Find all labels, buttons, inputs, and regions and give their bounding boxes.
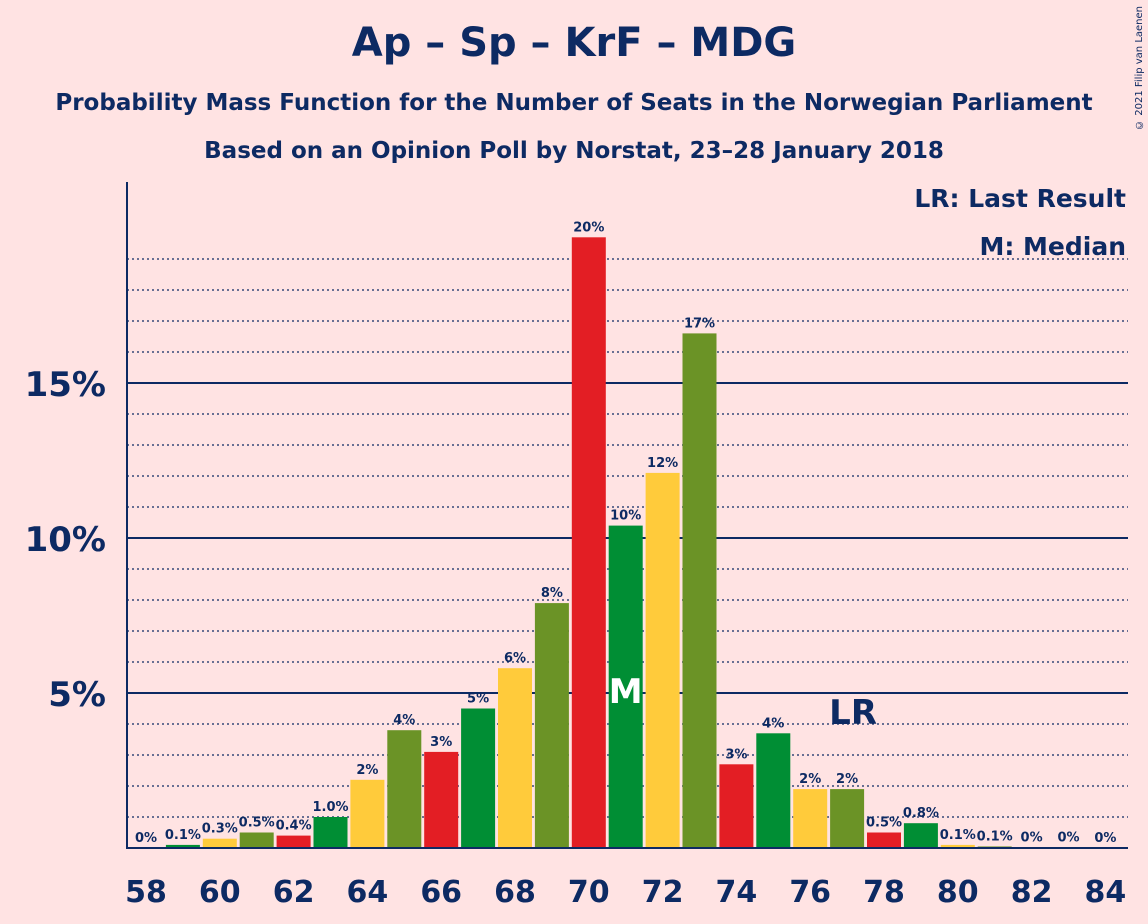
y-tick-label: 15% xyxy=(25,365,106,405)
bar-label-seat-63: 1.0% xyxy=(312,800,348,815)
bar-label-seat-75: 4% xyxy=(762,716,784,731)
bar-label-seat-82: 0% xyxy=(1021,830,1043,845)
bar-seat-71 xyxy=(608,525,643,848)
bar-seat-79 xyxy=(903,823,938,848)
bar-seat-75 xyxy=(756,733,791,848)
bar-seat-70 xyxy=(571,237,606,849)
chart-subtitle: Probability Mass Function for the Number… xyxy=(55,90,1093,116)
bar-seat-63 xyxy=(313,817,348,848)
bar-seat-66 xyxy=(424,751,459,848)
chart-title: Ap – Sp – KrF – MDG xyxy=(351,20,797,66)
bar-seat-59 xyxy=(165,844,200,848)
x-tick-label: 82 xyxy=(1011,875,1053,910)
y-tick-label: 5% xyxy=(48,675,106,715)
bar-label-seat-58: 0% xyxy=(135,831,157,846)
bar-seat-77 xyxy=(830,789,865,848)
last-result-marker: LR xyxy=(829,693,877,733)
bar-label-seat-84: 0% xyxy=(1094,831,1116,846)
y-tick-label: 10% xyxy=(25,520,106,560)
bar-label-seat-78: 0.5% xyxy=(866,816,902,831)
bar-seat-73 xyxy=(682,333,717,848)
bar-label-seat-73: 17% xyxy=(684,316,715,331)
bar-label-seat-62: 0.4% xyxy=(276,819,312,834)
bar-label-seat-67: 5% xyxy=(467,692,489,707)
bar-label-seat-68: 6% xyxy=(504,651,526,666)
bar-label-seat-80: 0.1% xyxy=(940,828,976,843)
x-tick-label: 68 xyxy=(494,875,536,910)
bar-seat-60 xyxy=(202,838,237,848)
x-tick-label: 58 xyxy=(125,875,167,910)
bar-seat-76 xyxy=(793,789,828,848)
x-tick-label: 80 xyxy=(937,875,979,910)
bar-label-seat-74: 3% xyxy=(725,747,747,762)
bar-seat-61 xyxy=(239,832,274,848)
median-marker: M xyxy=(609,672,643,712)
bar-label-seat-66: 3% xyxy=(430,735,452,750)
x-tick-label: 60 xyxy=(199,875,241,910)
bar-label-seat-61: 0.5% xyxy=(239,816,275,831)
bar-label-seat-69: 8% xyxy=(541,586,563,601)
bar-label-seat-65: 4% xyxy=(393,713,415,728)
bar-label-seat-79: 0.8% xyxy=(903,806,939,821)
bar-label-seat-70: 20% xyxy=(573,220,604,235)
bar-seat-80 xyxy=(940,844,975,848)
bar-seat-74 xyxy=(719,764,754,848)
bar-seat-65 xyxy=(387,730,422,848)
x-tick-label: 62 xyxy=(273,875,315,910)
x-tick-label: 78 xyxy=(863,875,905,910)
bar-seat-62 xyxy=(276,835,311,848)
x-tick-label: 70 xyxy=(568,875,610,910)
legend-median: M: Median xyxy=(979,232,1126,261)
bar-seat-69 xyxy=(534,603,569,848)
bar-label-seat-71: 10% xyxy=(610,509,641,524)
bar-seat-78 xyxy=(867,832,901,848)
x-tick-label: 74 xyxy=(716,875,758,910)
bar-seat-72 xyxy=(645,472,680,848)
bar-label-seat-83: 0% xyxy=(1057,831,1079,846)
bar-label-seat-72: 12% xyxy=(647,456,678,471)
x-tick-label: 76 xyxy=(789,875,831,910)
bar-label-seat-59: 0.1% xyxy=(165,828,201,843)
bar-seat-67 xyxy=(461,708,496,848)
bar-label-seat-77: 2% xyxy=(836,772,858,787)
bar-seat-64 xyxy=(350,779,385,848)
bar-seat-68 xyxy=(498,668,532,848)
x-tick-label: 72 xyxy=(642,875,684,910)
bar-label-seat-64: 2% xyxy=(356,763,378,778)
x-tick-label: 66 xyxy=(420,875,462,910)
bar-label-seat-81: 0.1% xyxy=(977,829,1013,844)
x-tick-label: 64 xyxy=(347,875,389,910)
chart-subtitle-poll: Based on an Opinion Poll by Norstat, 23–… xyxy=(204,138,944,164)
bar-label-seat-60: 0.3% xyxy=(202,822,238,837)
x-tick-label: 84 xyxy=(1085,875,1127,910)
bar-label-seat-76: 2% xyxy=(799,772,821,787)
legend-last-result: LR: Last Result xyxy=(914,184,1126,213)
